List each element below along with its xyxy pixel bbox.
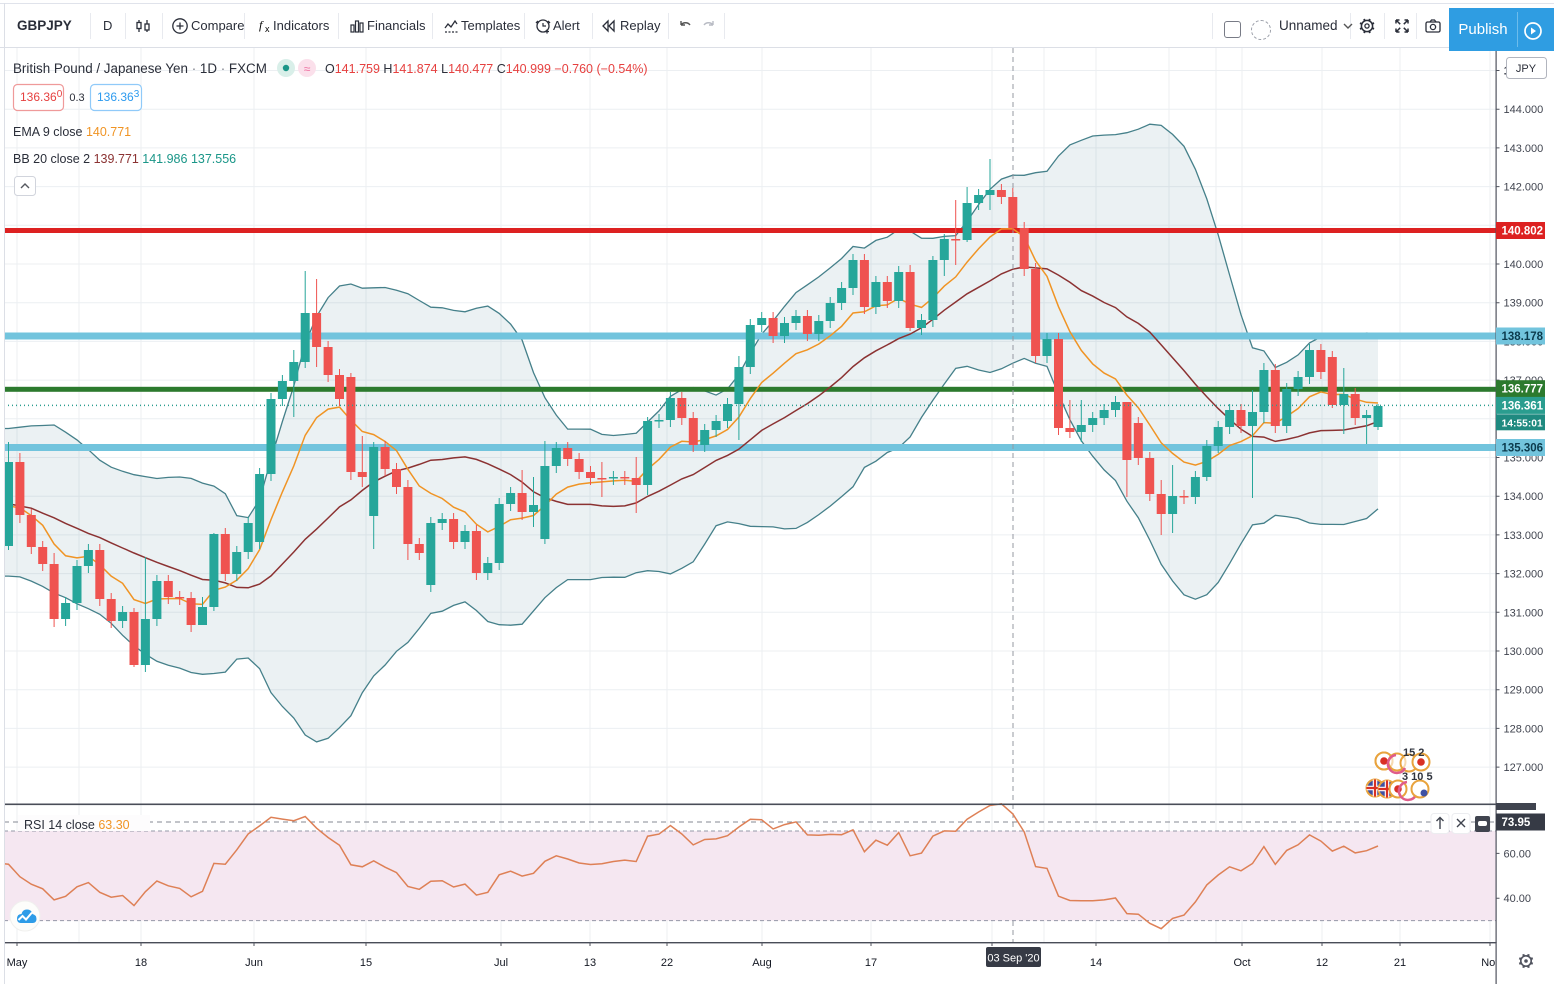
svg-text:136.360: 136.360 bbox=[20, 89, 63, 104]
svg-text:JPY: JPY bbox=[1516, 63, 1537, 75]
svg-text:Jul: Jul bbox=[494, 957, 508, 969]
svg-text:British Pound / Japanese Yen ·: British Pound / Japanese Yen · 1D · FXCM bbox=[13, 61, 267, 76]
svg-text:131.000: 131.000 bbox=[1504, 607, 1544, 619]
svg-text:May: May bbox=[7, 957, 28, 969]
svg-text:12: 12 bbox=[1316, 957, 1328, 969]
svg-text:129.000: 129.000 bbox=[1504, 685, 1544, 697]
svg-text:127.000: 127.000 bbox=[1504, 762, 1544, 774]
svg-text:136.777: 136.777 bbox=[1502, 384, 1544, 396]
svg-text:14:55:01: 14:55:01 bbox=[1502, 418, 1543, 429]
svg-text:136.361: 136.361 bbox=[1502, 400, 1544, 412]
svg-text:142.000: 142.000 bbox=[1504, 182, 1544, 194]
svg-text:EMA 9 close 140.771: EMA 9 close 140.771 bbox=[13, 125, 131, 139]
svg-text:128.000: 128.000 bbox=[1504, 723, 1544, 735]
svg-text:18: 18 bbox=[135, 957, 147, 969]
svg-text:Aug: Aug bbox=[752, 957, 772, 969]
svg-text:03 Sep '20: 03 Sep '20 bbox=[987, 953, 1039, 965]
svg-text:13: 13 bbox=[584, 957, 596, 969]
svg-text:0.3: 0.3 bbox=[69, 92, 84, 104]
svg-text:BB 20 close 2 139.771 141.986: BB 20 close 2 139.771 141.986 137.556 bbox=[13, 152, 236, 166]
svg-text:132.000: 132.000 bbox=[1504, 569, 1544, 581]
svg-text:15: 15 bbox=[360, 957, 372, 969]
svg-text:RSI 14 close 63.30: RSI 14 close 63.30 bbox=[24, 818, 130, 832]
svg-text:22: 22 bbox=[661, 957, 673, 969]
svg-text:3 10 5: 3 10 5 bbox=[1402, 771, 1433, 783]
svg-text:140.000: 140.000 bbox=[1504, 259, 1544, 271]
svg-text:40.00: 40.00 bbox=[1504, 893, 1532, 905]
svg-text:138.178: 138.178 bbox=[1502, 331, 1544, 343]
svg-text:136.363: 136.363 bbox=[97, 89, 140, 104]
svg-text:60.00: 60.00 bbox=[1504, 848, 1532, 860]
svg-text:17: 17 bbox=[865, 957, 877, 969]
svg-text:21: 21 bbox=[1394, 957, 1406, 969]
svg-text:143.000: 143.000 bbox=[1504, 143, 1544, 155]
svg-text:O141.759 H141.874 L140.477 C14: O141.759 H141.874 L140.477 C140.999 −0.7… bbox=[325, 62, 648, 76]
svg-text:14: 14 bbox=[1090, 957, 1102, 969]
svg-text:133.000: 133.000 bbox=[1504, 530, 1544, 542]
svg-text:135.306: 135.306 bbox=[1502, 443, 1544, 455]
svg-text:Oct: Oct bbox=[1233, 957, 1250, 969]
svg-text:130.000: 130.000 bbox=[1504, 646, 1544, 658]
svg-text:73.95: 73.95 bbox=[1502, 817, 1531, 829]
svg-text:x: x bbox=[265, 24, 270, 34]
svg-text:f: f bbox=[259, 18, 264, 32]
svg-text:144.000: 144.000 bbox=[1504, 104, 1544, 116]
svg-text:139.000: 139.000 bbox=[1504, 298, 1544, 310]
svg-text:134.000: 134.000 bbox=[1504, 491, 1544, 503]
svg-text:Jun: Jun bbox=[245, 957, 263, 969]
svg-text:≈: ≈ bbox=[304, 62, 311, 76]
svg-text:140.802: 140.802 bbox=[1502, 226, 1544, 238]
svg-text:15 2: 15 2 bbox=[1403, 747, 1424, 759]
